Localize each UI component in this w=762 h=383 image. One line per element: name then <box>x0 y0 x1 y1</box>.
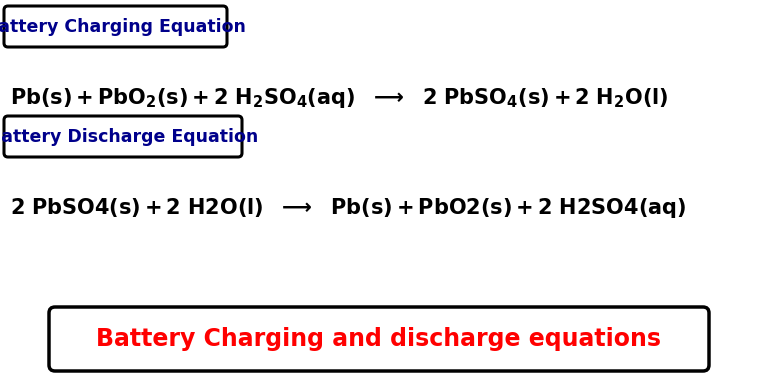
Text: $\mathbf{Pb(s) + PbO_2(s) + 2\ H_2SO_4(aq)}$  $\mathbf{\longrightarrow}$  $\math: $\mathbf{Pb(s) + PbO_2(s) + 2\ H_2SO_4(a… <box>10 86 668 110</box>
FancyBboxPatch shape <box>4 6 227 47</box>
Text: Battery Charging and discharge equations: Battery Charging and discharge equations <box>97 327 661 351</box>
FancyBboxPatch shape <box>49 307 709 371</box>
Text: Battery Charging Equation: Battery Charging Equation <box>0 18 246 36</box>
Text: Battery Discharge Equation: Battery Discharge Equation <box>0 128 258 146</box>
FancyBboxPatch shape <box>4 116 242 157</box>
Text: $\mathbf{2\ PbSO4(s) + 2\ H2O(l)}$  $\mathbf{\longrightarrow}$  $\mathbf{Pb(s) +: $\mathbf{2\ PbSO4(s) + 2\ H2O(l)}$ $\mat… <box>10 196 687 220</box>
